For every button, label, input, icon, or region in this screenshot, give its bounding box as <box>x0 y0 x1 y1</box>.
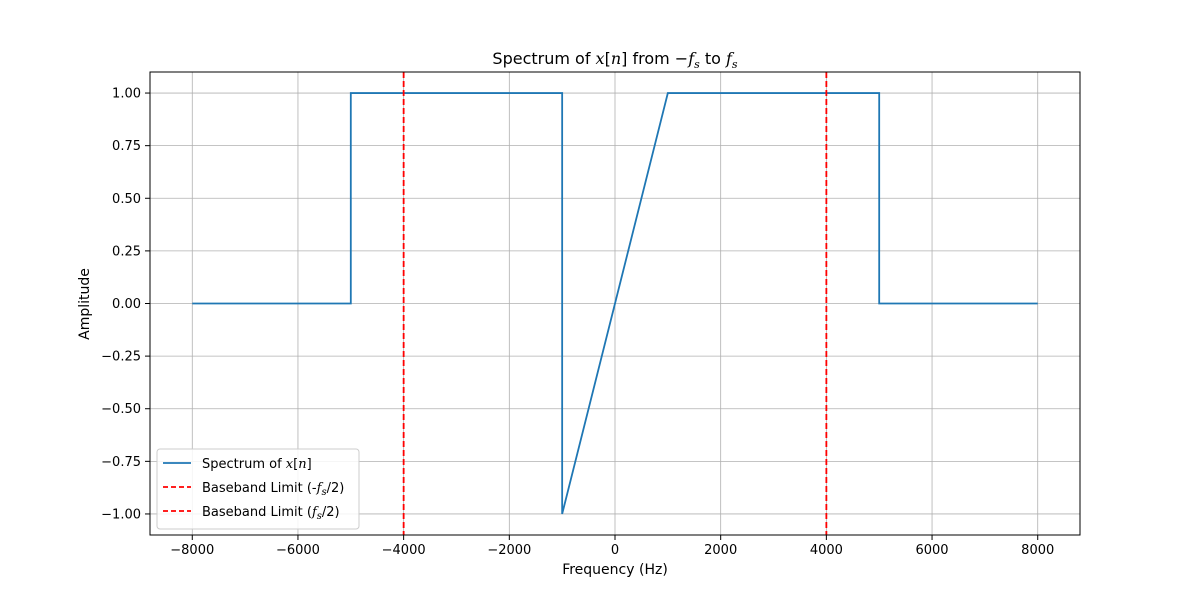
x-tick-label: 4000 <box>810 543 843 558</box>
series-line-spectrum <box>192 92 1038 515</box>
x-tick-label: −6000 <box>276 543 320 558</box>
y-tick-label: −0.50 <box>101 402 141 417</box>
y-axis: −1.00 −0.75 −0.50 −0.25 0.00 0.25 0.50 0.75 1.00 <box>101 87 150 522</box>
x-tick-label: −8000 <box>170 543 214 558</box>
y-tick-label: 0.50 <box>112 192 141 207</box>
x-axis-label: Frequency (Hz) <box>562 562 668 578</box>
x-tick-label: 6000 <box>915 543 948 558</box>
plot-area <box>192 72 1038 535</box>
legend: Spectrum of x[n] Baseband Limit (-fs/2) … <box>156 448 360 530</box>
x-tick-label: 0 <box>611 543 619 558</box>
legend-label-spectrum: Spectrum of x[n] <box>202 457 312 472</box>
x-axis: −8000 −6000 −4000 −2000 0 2000 4000 6000 8000 <box>170 535 1054 558</box>
chart-title: Spectrum of x[n] from −fs to fs <box>492 49 738 71</box>
y-tick-label: −0.25 <box>101 350 141 365</box>
y-tick-label: 0.75 <box>112 139 141 154</box>
y-axis-label: Amplitude <box>77 268 93 340</box>
legend-box <box>156 448 360 530</box>
y-tick-label: 1.00 <box>112 87 141 102</box>
x-tick-label: 2000 <box>704 543 737 558</box>
x-tick-label: −2000 <box>487 543 531 558</box>
legend-label-baseband-pos: Baseband Limit (fs/2) <box>202 505 340 522</box>
x-tick-label: −4000 <box>382 543 426 558</box>
y-tick-label: −0.75 <box>101 455 141 470</box>
x-tick-label: 8000 <box>1021 543 1054 558</box>
y-tick-label: 0.00 <box>112 297 141 312</box>
y-tick-label: 0.25 <box>112 244 141 259</box>
legend-label-baseband-neg: Baseband Limit (-fs/2) <box>202 481 344 498</box>
y-tick-label: −1.00 <box>101 507 141 522</box>
